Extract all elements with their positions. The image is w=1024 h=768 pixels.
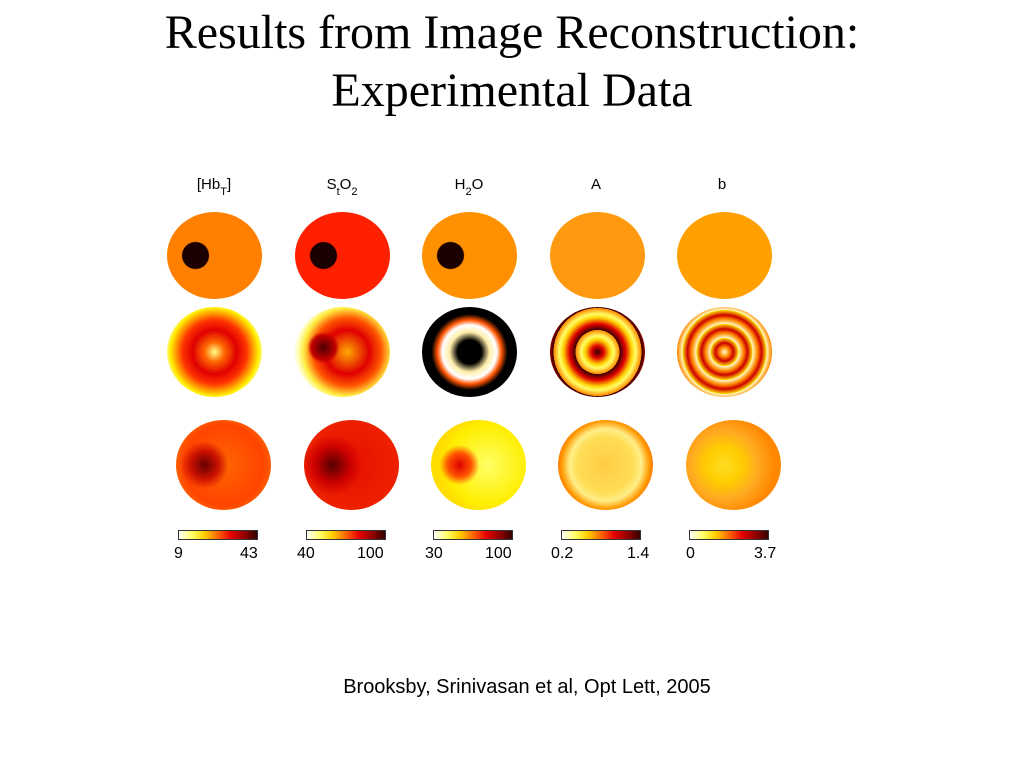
slide-title: Results from Image Reconstruction: Exper… <box>0 4 1024 120</box>
colorbar-a <box>561 530 641 540</box>
target-image-a <box>550 212 645 299</box>
reconstruction-figure: [HbT] StO2 H2O A b 9 43 40 100 30 100 0.… <box>160 172 800 572</box>
target-image-h2o <box>422 212 517 299</box>
target-image-hbt <box>167 212 262 299</box>
reconstruction-h2o-method1 <box>422 307 517 397</box>
reconstruction-b-method2 <box>686 420 781 510</box>
title-line-2: Experimental Data <box>331 64 693 117</box>
reconstruction-sto2-method2 <box>304 420 399 510</box>
title-line-1: Results from Image Reconstruction: <box>164 6 860 59</box>
column-label-hbt: [HbT] <box>196 176 232 198</box>
colorbar-sto2-max: 100 <box>357 545 384 562</box>
colorbar-hbt-min: 9 <box>174 545 183 562</box>
colorbar-hbt-max: 43 <box>240 545 258 562</box>
colorbar-h2o <box>433 530 513 540</box>
colorbar-b <box>689 530 769 540</box>
citation: Brooksby, Srinivasan et al, Opt Lett, 20… <box>343 676 711 698</box>
reconstruction-sto2-method1 <box>295 307 390 397</box>
reconstruction-a-method2 <box>558 420 653 510</box>
colorbar-a-min: 0.2 <box>551 545 574 562</box>
column-label-sto2: StO2 <box>326 176 358 198</box>
target-image-sto2 <box>295 212 390 299</box>
colorbar-h2o-max: 100 <box>485 545 512 562</box>
reconstruction-a-method1 <box>550 307 645 397</box>
colorbar-sto2-min: 40 <box>297 545 315 562</box>
reconstruction-h2o-method2 <box>431 420 526 510</box>
target-image-b <box>677 212 772 299</box>
column-label-h2o: H2O <box>454 176 484 198</box>
colorbar-sto2 <box>306 530 386 540</box>
reconstruction-hbt-method2 <box>176 420 271 510</box>
colorbar-h2o-min: 30 <box>425 545 443 562</box>
colorbar-b-min: 0 <box>686 545 695 562</box>
colorbar-b-max: 3.7 <box>754 545 777 562</box>
column-label-a: A <box>590 176 601 193</box>
reconstruction-b-method1 <box>677 307 772 397</box>
colorbar-a-max: 1.4 <box>627 545 650 562</box>
reconstruction-hbt-method1 <box>167 307 262 397</box>
column-label-b: b <box>717 176 727 193</box>
colorbar-hbt <box>178 530 258 540</box>
